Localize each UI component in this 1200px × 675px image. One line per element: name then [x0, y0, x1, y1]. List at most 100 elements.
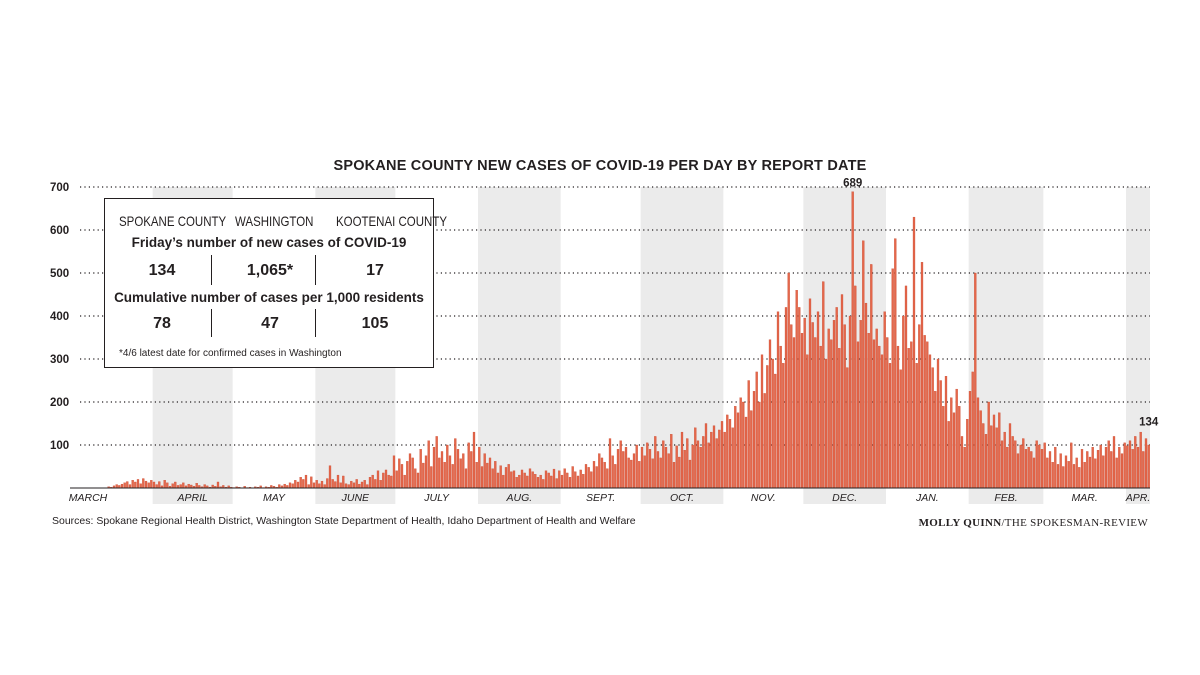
bar	[1032, 457, 1036, 489]
bar	[440, 451, 444, 489]
bar	[611, 455, 614, 489]
bar	[598, 453, 601, 489]
bar	[1131, 449, 1134, 489]
bar	[971, 371, 974, 489]
bar	[907, 348, 910, 489]
divider	[315, 309, 316, 337]
bar	[931, 367, 934, 489]
row2-washington-value: 47	[261, 315, 279, 332]
bar	[928, 354, 932, 489]
bar	[872, 339, 876, 489]
bar	[398, 458, 401, 489]
bar	[891, 268, 894, 489]
y-tick-label: 400	[50, 311, 69, 323]
bar	[1043, 442, 1046, 489]
bar	[488, 457, 492, 489]
bar	[355, 479, 358, 489]
x-axis-labels: MARCH APRIL MAY JUNE JULY AUG. SEPT. OCT. NOV. DE…	[69, 492, 1151, 504]
bar	[600, 457, 604, 489]
bar	[544, 470, 548, 489]
bar	[904, 285, 908, 489]
bar	[902, 315, 905, 489]
bar	[438, 457, 441, 489]
bar	[712, 425, 716, 489]
bar	[918, 324, 921, 489]
bar	[1054, 446, 1057, 489]
bar	[216, 481, 220, 489]
bar	[363, 480, 366, 489]
bar	[822, 281, 825, 489]
bar	[814, 337, 817, 489]
y-tick-label: 700	[50, 182, 69, 194]
bar	[459, 458, 462, 489]
bar	[1142, 451, 1145, 489]
bar	[771, 358, 774, 489]
bar	[942, 406, 945, 489]
bar	[688, 459, 692, 489]
bar	[731, 427, 734, 489]
bar	[944, 376, 948, 489]
month-label: APRIL	[176, 492, 208, 504]
bar	[499, 465, 502, 489]
bar	[776, 311, 780, 489]
bar	[656, 451, 660, 489]
bar	[832, 320, 836, 489]
bar	[726, 414, 729, 489]
bar	[696, 440, 700, 489]
bar	[1067, 461, 1070, 489]
bar	[358, 483, 361, 489]
bar	[619, 440, 622, 489]
bar	[819, 345, 822, 489]
bar	[1008, 423, 1012, 489]
bar	[883, 311, 886, 489]
bar	[811, 322, 814, 489]
bar	[739, 397, 742, 489]
stats-callout-box: SPOKANE COUNTY WASHINGTON KOOTENAI COUNT…	[104, 198, 447, 368]
bar	[723, 431, 726, 489]
bar	[750, 410, 753, 489]
bar	[123, 482, 126, 489]
bar	[1006, 446, 1009, 489]
bar	[755, 371, 758, 489]
month-label: MAY	[263, 492, 286, 504]
bar	[520, 469, 524, 489]
bar	[328, 465, 332, 489]
bar	[728, 419, 732, 489]
bar	[651, 458, 654, 489]
bar	[958, 406, 961, 489]
bar	[374, 479, 377, 489]
bar	[366, 484, 369, 489]
bar	[571, 466, 574, 489]
bar	[147, 482, 150, 489]
y-axis-labels: 100 200 300 400 500 600 700	[50, 182, 69, 452]
bar	[579, 469, 582, 489]
bar	[662, 440, 665, 489]
bar	[963, 446, 966, 489]
bar	[939, 380, 942, 489]
bar	[896, 345, 900, 489]
bar	[531, 471, 534, 489]
bar	[302, 479, 305, 489]
bar	[291, 483, 294, 489]
bar	[1086, 451, 1089, 489]
bar	[1027, 446, 1030, 489]
bar	[462, 453, 465, 489]
header-washington: WASHINGTON	[235, 213, 314, 229]
bar	[1118, 446, 1121, 489]
bar	[128, 484, 132, 489]
bar	[1000, 440, 1004, 489]
bar	[1040, 449, 1044, 489]
bar	[910, 341, 913, 489]
bar	[624, 446, 628, 489]
month-label: NOV.	[751, 492, 776, 504]
bar	[1080, 449, 1084, 489]
bar	[1064, 455, 1068, 489]
bar	[419, 449, 422, 489]
bar	[864, 302, 868, 489]
bar	[734, 406, 737, 489]
bar	[152, 481, 156, 489]
bar	[390, 475, 393, 489]
bar	[376, 470, 380, 489]
bar	[1019, 444, 1022, 489]
bar	[1016, 453, 1020, 489]
